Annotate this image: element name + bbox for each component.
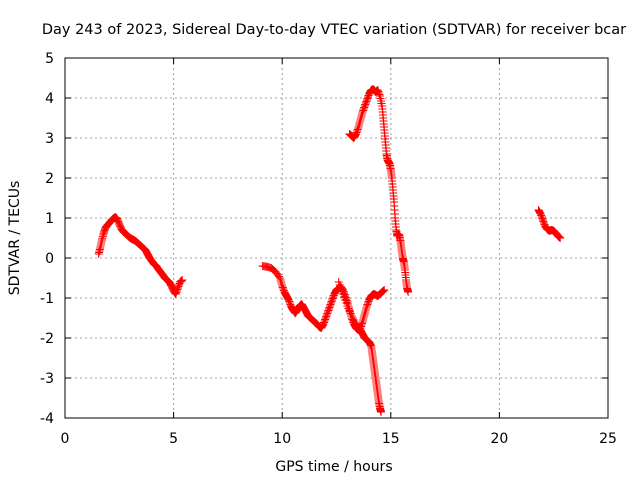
y-tick-label: 2 — [45, 171, 54, 187]
data-point-marker — [404, 288, 413, 296]
data-point-marker — [362, 304, 371, 312]
data-point-marker — [276, 276, 285, 284]
data-point-marker — [375, 90, 384, 99]
data-point-marker — [366, 340, 375, 348]
x-tick-label: 15 — [382, 431, 400, 447]
data-point-marker — [354, 124, 363, 132]
data-point-marker — [346, 308, 355, 316]
y-tick-labels: -4 -3 -2 -1 0 1 2 3 4 5 — [40, 51, 54, 427]
data-point-marker — [358, 110, 367, 118]
data-point-marker — [361, 306, 370, 314]
axis-ticks — [64, 57, 609, 419]
data-point-marker — [380, 286, 389, 294]
data-point-marker — [360, 312, 369, 320]
y-tick-label: -1 — [40, 291, 54, 307]
data-point-marker — [356, 116, 365, 124]
data-point-marker — [350, 132, 359, 140]
data-point-marker — [360, 310, 369, 318]
data-point-marker — [178, 276, 187, 284]
y-axis-label: SDTVAR / TECUs — [7, 181, 23, 296]
data-point-marker — [318, 322, 327, 330]
y-tick-label: 4 — [45, 91, 54, 107]
data-point-marker — [353, 125, 362, 134]
x-tick-label: 20 — [490, 431, 508, 447]
data-point-marker — [357, 112, 366, 120]
x-tick-label: 0 — [61, 431, 70, 447]
data-point-marker — [277, 280, 286, 288]
data-point-marker — [166, 280, 175, 288]
data-point-marker — [377, 408, 386, 416]
y-tick-label: 3 — [45, 131, 54, 147]
data-point-marker — [359, 316, 368, 324]
plot-frame — [64, 57, 609, 419]
chart-title: Day 243 of 2023, Sidereal Day-to-day VTE… — [42, 22, 626, 38]
data-point-marker — [556, 234, 565, 242]
data-point-marker — [276, 274, 285, 282]
y-tick-label: 5 — [45, 51, 54, 67]
x-axis-label: GPS time / hours — [275, 459, 392, 475]
data-point-marker — [277, 278, 286, 286]
x-tick-labels: 0 5 10 15 20 25 — [61, 431, 617, 447]
data-point-marker — [535, 208, 544, 216]
series-arc-4 — [345, 85, 413, 296]
x-tick-label: 5 — [169, 431, 178, 447]
data-point-marker — [358, 318, 367, 326]
series-arc-1 — [94, 213, 187, 298]
data-point-marker — [283, 294, 292, 302]
data-points — [94, 85, 565, 416]
data-point-marker — [354, 122, 363, 130]
data-point-marker — [359, 314, 368, 322]
data-point-marker — [355, 120, 364, 128]
series-arc-3 — [334, 278, 386, 416]
series-arc-2 — [258, 262, 389, 334]
y-tick-label: -4 — [40, 411, 54, 427]
y-tick-label: -2 — [40, 331, 54, 347]
x-tick-label: 10 — [273, 431, 291, 447]
data-point-marker — [355, 118, 364, 126]
y-tick-label: 0 — [45, 251, 54, 267]
data-point-marker — [356, 114, 365, 122]
y-tick-label: 1 — [45, 211, 54, 227]
x-tick-label: 25 — [599, 431, 617, 447]
y-tick-label: -3 — [40, 371, 54, 387]
grid-lines — [65, 58, 608, 418]
series-arc-5 — [534, 206, 565, 242]
data-point-marker — [274, 272, 283, 281]
data-point-marker — [361, 308, 370, 316]
